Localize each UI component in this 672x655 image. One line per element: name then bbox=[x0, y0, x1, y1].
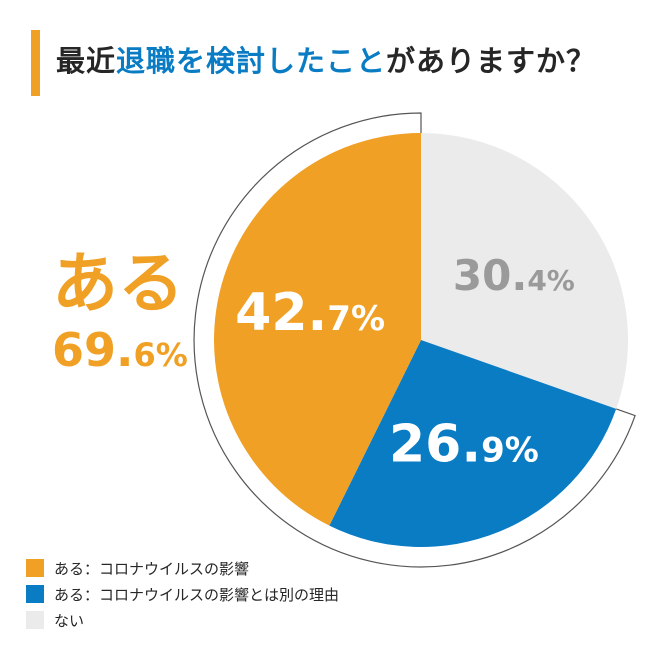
pie-slices bbox=[214, 133, 628, 547]
summary-total: ある 69.6% bbox=[52, 248, 188, 381]
title-pre: 最近 bbox=[56, 44, 117, 78]
legend-swatch bbox=[26, 611, 44, 629]
legend-label: ある：コロナウイルスの影響とは別の理由 bbox=[54, 585, 340, 604]
summary-value-small: 6% bbox=[133, 336, 188, 374]
pie-slice-label: 30.4% bbox=[453, 251, 575, 300]
legend-item: ない bbox=[26, 610, 339, 630]
legend: ある：コロナウイルスの影響ある：コロナウイルスの影響とは別の理由 ない bbox=[26, 558, 339, 636]
title-highlight: 退職を検討したこと bbox=[116, 44, 387, 78]
chart-title: 最近退職を検討したことがありますか？ bbox=[56, 38, 596, 80]
pie-slice bbox=[329, 340, 617, 547]
legend-item: ある：コロナウイルスの影響とは別の理由 bbox=[26, 584, 339, 604]
legend-item: ある：コロナウイルスの影響 bbox=[26, 558, 339, 578]
pie-slice bbox=[421, 133, 628, 409]
legend-swatch bbox=[26, 559, 44, 577]
bracket-outline bbox=[193, 112, 636, 568]
pie-slice-label: 26.9% bbox=[389, 415, 539, 475]
legend-label: ある：コロナウイルスの影響 bbox=[54, 559, 250, 578]
legend-label: ない bbox=[54, 611, 85, 630]
summary-value-main: 69. bbox=[52, 323, 134, 377]
legend-swatch bbox=[26, 585, 44, 603]
pie-slice-labels: 30.4% 26.9% 42.7% bbox=[235, 251, 575, 474]
title-accent-bar bbox=[31, 30, 40, 96]
summary-value: 69.6% bbox=[52, 324, 188, 381]
pie-slice-label: 42.7% bbox=[235, 283, 385, 343]
pie-slice bbox=[214, 133, 421, 526]
summary-label: ある bbox=[52, 245, 184, 322]
title-post: がありますか？ bbox=[386, 44, 597, 78]
